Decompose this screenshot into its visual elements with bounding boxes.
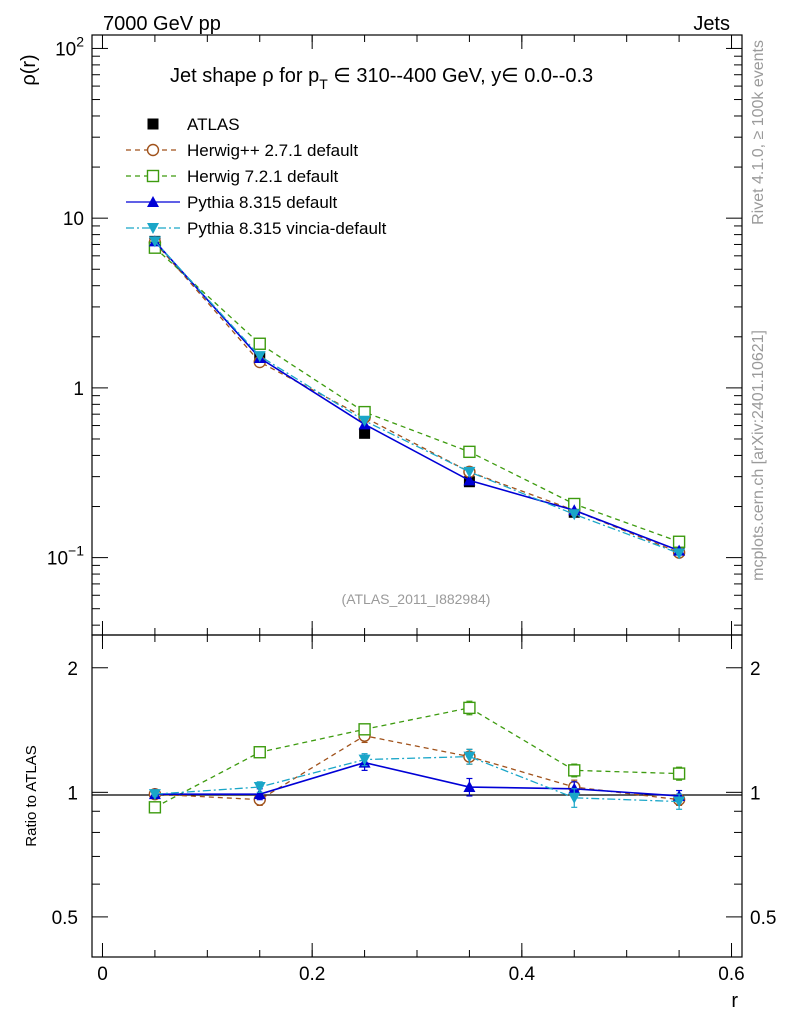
- data-point: [253, 351, 266, 363]
- legend-marker: [146, 169, 160, 183]
- main-y-axis-label: ρ(r): [18, 54, 40, 85]
- legend-entry: Pythia 8.315 vincia-default: [126, 219, 387, 238]
- ratio-point: [568, 792, 581, 804]
- x-tick-label: 0.2: [299, 964, 325, 985]
- main-chart-title: Jet shape ρ for pT ∈ 310--400 GeV, y∈ 0.…: [170, 65, 593, 92]
- data-point: [568, 509, 581, 521]
- main-y-tick-labels: 10−1 1 10 102: [47, 33, 84, 569]
- ratio-point: [253, 782, 266, 794]
- ratio-point: [148, 801, 162, 814]
- main-y-tick-label: 1: [73, 379, 84, 400]
- legend-label: Pythia 8.315 default: [187, 193, 338, 212]
- legend-entry: Pythia 8.315 default: [126, 193, 338, 212]
- rivet-version-label: Rivet 4.1.0, ≥ 100k events: [750, 40, 767, 225]
- ratio-point: [358, 754, 371, 766]
- legend-label: Herwig 7.2.1 default: [187, 167, 338, 186]
- ratio-point: [672, 767, 686, 780]
- ratio-point: [148, 789, 161, 801]
- legend-entry: Herwig++ 2.7.1 default: [126, 141, 358, 160]
- series-line: [154, 240, 680, 552]
- ratio-series: [148, 700, 686, 814]
- ratio-line: [154, 755, 680, 803]
- ratio-panel: 0.5 0.5 1 1 2 2 0 0.2 0.4 0.6 Ratio to ATLAS r: [23, 634, 777, 1012]
- ratio-tick-labels: 0.5 0.5 1 1 2 2 0 0.2 0.4 0.6: [52, 659, 777, 985]
- legend-marker: [147, 196, 159, 207]
- main-series: [148, 235, 686, 560]
- ratio-line: [154, 707, 680, 808]
- data-point: [463, 474, 476, 486]
- data-point: [463, 445, 476, 459]
- main-panel: 10−1 1 10 102 ρ(r) Jet shape ρ for pT ∈ 310…: [18, 33, 743, 636]
- data-point: [359, 427, 371, 439]
- ratio-y-tick-label: 0.5: [52, 908, 78, 929]
- series-line: [154, 247, 680, 543]
- main-y-tick-label: 102: [55, 33, 84, 60]
- ratio-y-tick-label-right: 0.5: [750, 908, 776, 929]
- main-series-pythia-8-315-default: [148, 235, 686, 556]
- series-line: [154, 241, 680, 554]
- main-y-tick-label: 10−1: [47, 543, 84, 570]
- main-series-pythia-8-315-vincia-default: [148, 236, 686, 560]
- ratio-y-axis-label: Ratio to ATLAS: [23, 745, 40, 846]
- main-y-axis: [92, 35, 742, 635]
- x-tick-label: 0.4: [509, 964, 536, 985]
- x-axis-label: r: [731, 990, 738, 1012]
- ratio-point: [463, 701, 476, 715]
- ratio-point: [673, 796, 686, 808]
- ratio-y-tick-label: 1: [67, 783, 78, 804]
- main-series-herwig-7-2-1-default: [148, 241, 686, 548]
- legend-marker: [146, 143, 160, 157]
- ratio-point: [463, 781, 476, 793]
- legend: ATLAS Herwig++ 2.7.1 default Herwig 7.2.1 …: [126, 115, 387, 238]
- ratio-series-pythia-8-315-vincia-default: [148, 748, 686, 810]
- ratio-point: [358, 723, 371, 736]
- legend-label: ATLAS: [187, 115, 240, 134]
- ratio-y-tick-label-right: 1: [750, 783, 761, 804]
- data-point: [148, 236, 161, 248]
- ratio-point: [463, 751, 476, 763]
- main-series-herwig-2-7-1-default: [148, 236, 686, 559]
- legend-entry: ATLAS: [147, 115, 240, 134]
- data-point: [463, 466, 476, 478]
- ratio-line: [154, 735, 680, 801]
- ratio-axes: [92, 635, 742, 958]
- analysis-watermark: (ATLAS_2011_I882984): [342, 591, 491, 607]
- x-tick-label: 0.6: [718, 964, 744, 985]
- data-point: [673, 548, 686, 560]
- x-tick-label: 0: [97, 964, 108, 985]
- ratio-line: [154, 761, 680, 797]
- ratio-y-tick-label: 2: [67, 659, 78, 680]
- legend-marker: [147, 118, 159, 130]
- legend-entry: Herwig 7.2.1 default: [126, 167, 338, 186]
- legend-label: Herwig++ 2.7.1 default: [187, 141, 358, 160]
- ratio-point: [253, 788, 266, 800]
- header-left-label: 7000 GeV pp: [103, 13, 221, 35]
- ratio-series-herwig-7-2-1-default: [148, 700, 686, 814]
- mcplots-credit-label: mcplots.cern.ch [arXiv:2401.10621]: [750, 330, 767, 581]
- legend-label: Pythia 8.315 vincia-default: [187, 219, 387, 238]
- series-line: [154, 240, 680, 554]
- data-point: [358, 415, 371, 427]
- header-right-label: Jets: [693, 13, 730, 35]
- ratio-y-tick-label-right: 2: [750, 659, 761, 680]
- data-point: [253, 337, 266, 350]
- ratio-point: [568, 764, 581, 777]
- main-y-tick-label: 10: [63, 209, 84, 230]
- legend-marker: [147, 223, 159, 234]
- ratio-point: [253, 746, 266, 759]
- main-series-atlas: [149, 235, 685, 555]
